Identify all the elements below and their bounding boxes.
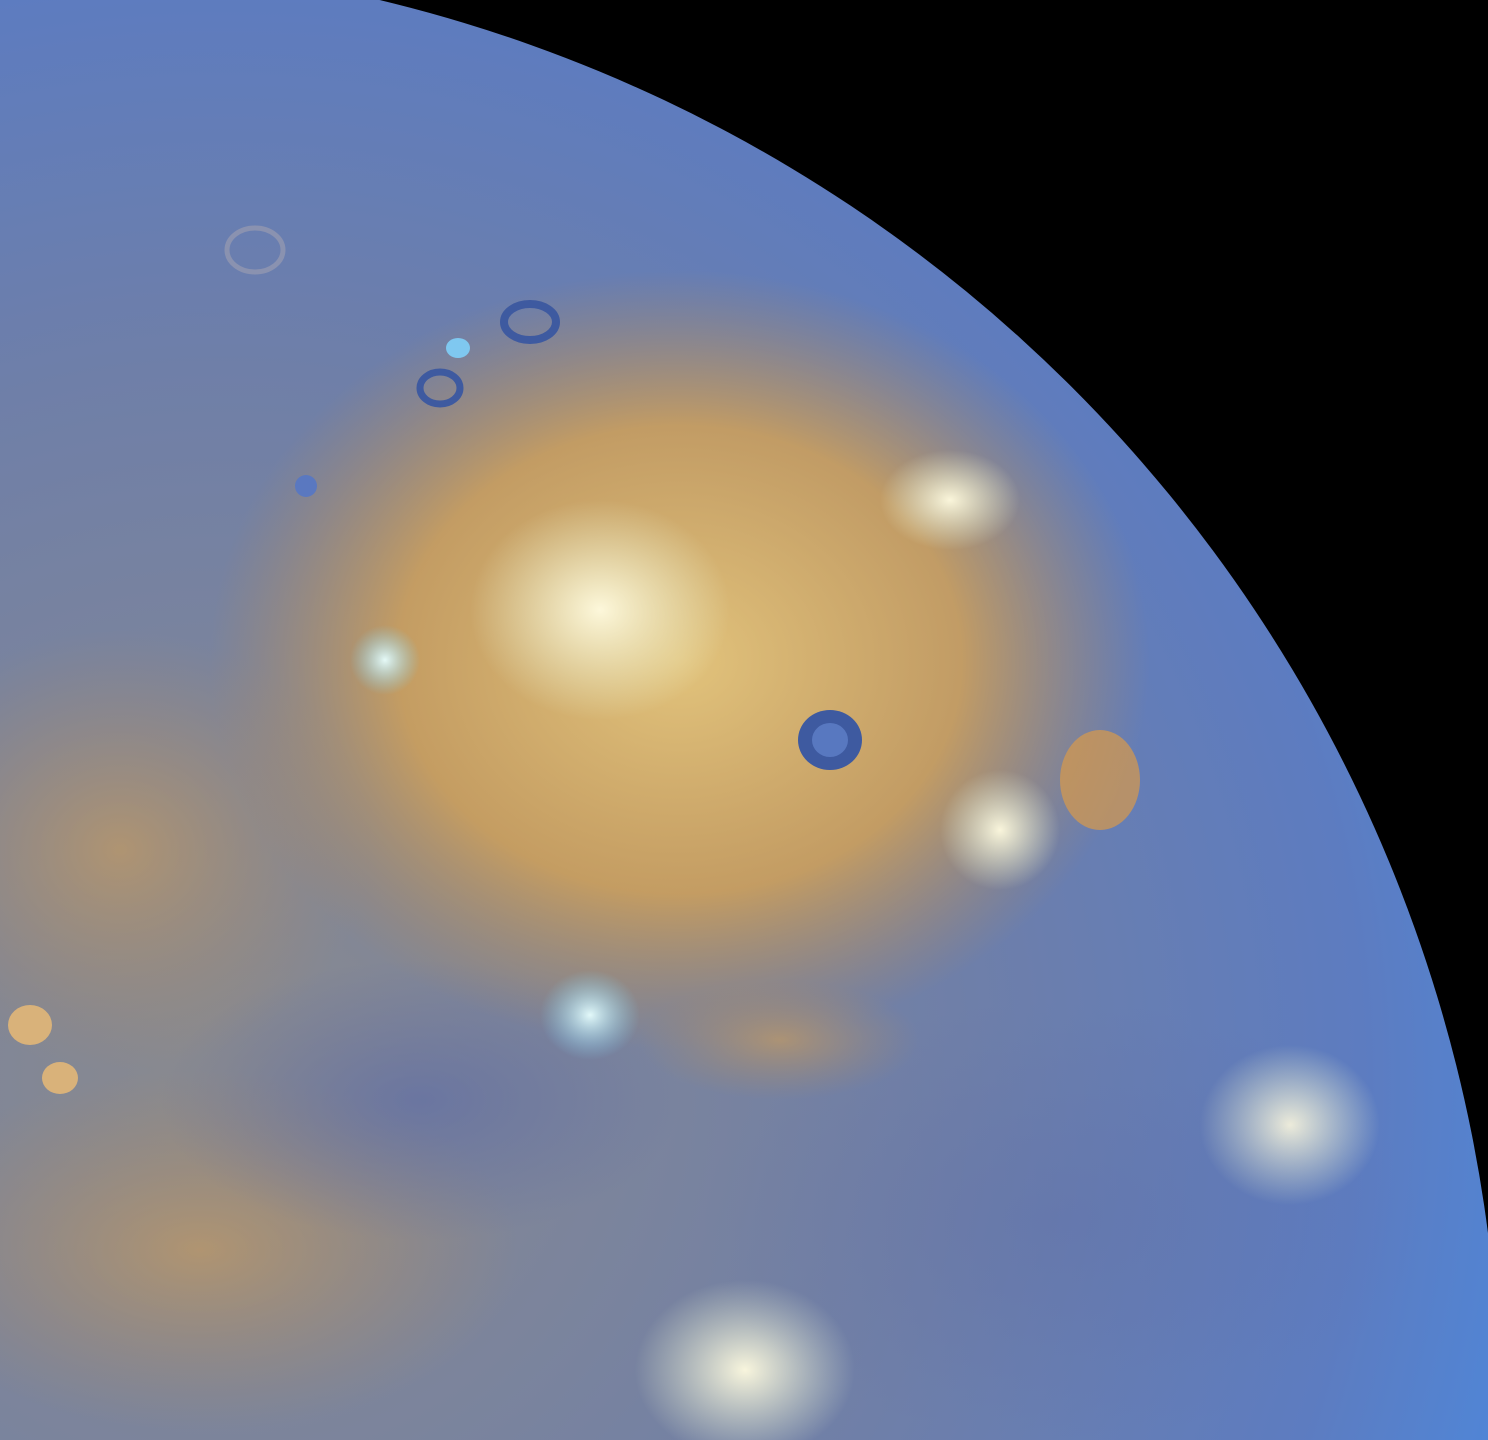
crater — [295, 475, 317, 497]
bright-crater — [940, 770, 1060, 890]
crater — [500, 300, 560, 344]
bright-crater — [880, 450, 1020, 550]
crater — [8, 1005, 52, 1045]
crater — [42, 1062, 78, 1094]
surface-region — [700, 1000, 1420, 1440]
orange-deposit — [1060, 730, 1140, 830]
crater — [446, 338, 470, 358]
dark-crater-floor — [812, 723, 848, 757]
crater — [224, 225, 286, 275]
bright-crater — [470, 500, 730, 720]
bright-crater — [350, 625, 420, 695]
crater — [416, 368, 464, 408]
bright-crater — [540, 970, 640, 1060]
